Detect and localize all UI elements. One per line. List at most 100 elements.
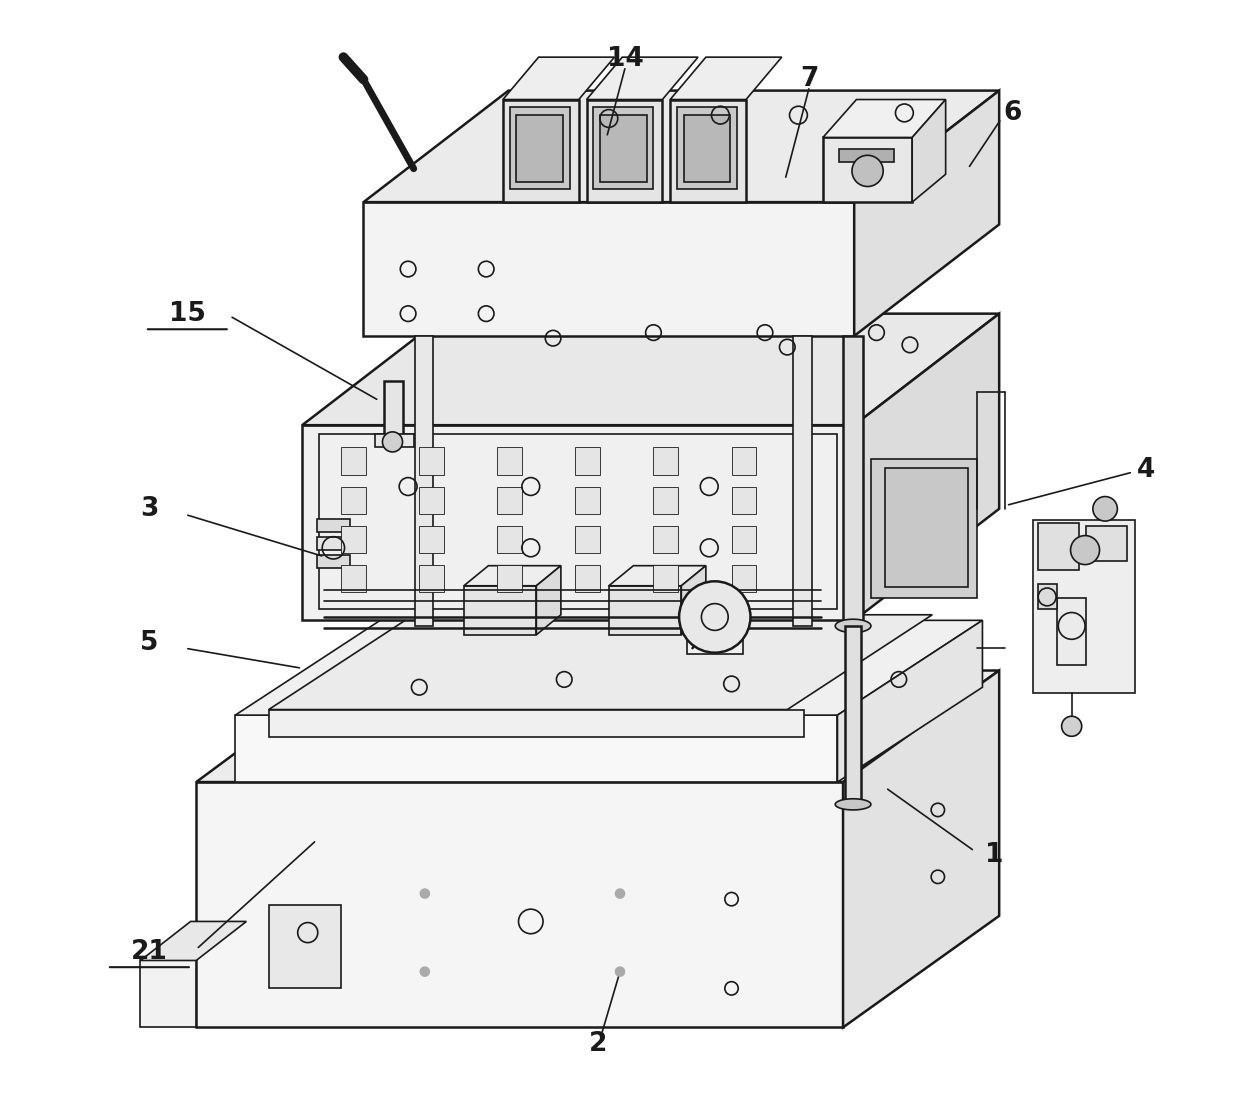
Polygon shape <box>837 620 982 783</box>
Polygon shape <box>823 138 913 202</box>
Polygon shape <box>609 566 706 586</box>
Bar <box>497 565 522 593</box>
Polygon shape <box>587 57 698 100</box>
Polygon shape <box>677 107 737 189</box>
Polygon shape <box>516 115 563 182</box>
Polygon shape <box>670 57 781 100</box>
Circle shape <box>615 889 625 898</box>
Bar <box>575 486 600 514</box>
Polygon shape <box>303 314 999 425</box>
Polygon shape <box>316 537 350 550</box>
Bar <box>497 447 522 475</box>
Text: 5: 5 <box>140 629 159 655</box>
Polygon shape <box>236 716 837 783</box>
Polygon shape <box>464 566 560 586</box>
Circle shape <box>420 889 429 898</box>
Text: 14: 14 <box>608 46 644 73</box>
Bar <box>653 447 678 475</box>
Polygon shape <box>363 91 999 202</box>
Polygon shape <box>600 115 647 182</box>
Polygon shape <box>363 202 854 335</box>
Bar <box>653 565 678 593</box>
Bar <box>419 565 444 593</box>
Polygon shape <box>587 100 662 202</box>
Polygon shape <box>1038 584 1058 609</box>
Bar <box>653 486 678 514</box>
Polygon shape <box>236 620 982 716</box>
Polygon shape <box>854 314 999 620</box>
Polygon shape <box>383 380 403 442</box>
Circle shape <box>1070 536 1100 565</box>
Polygon shape <box>140 960 196 1027</box>
Text: 1: 1 <box>986 842 1004 868</box>
Polygon shape <box>303 425 854 620</box>
Polygon shape <box>913 100 946 202</box>
Bar <box>575 525 600 553</box>
Polygon shape <box>1058 598 1086 665</box>
Polygon shape <box>1033 520 1136 693</box>
Circle shape <box>852 155 883 187</box>
Polygon shape <box>593 107 653 189</box>
Bar <box>497 525 522 553</box>
Polygon shape <box>1038 523 1080 570</box>
Polygon shape <box>792 335 812 626</box>
Bar <box>838 149 894 162</box>
Text: 15: 15 <box>169 301 206 326</box>
Circle shape <box>420 967 429 976</box>
Polygon shape <box>316 555 350 568</box>
Polygon shape <box>687 632 743 654</box>
Polygon shape <box>1086 525 1127 561</box>
Bar <box>269 904 341 988</box>
Polygon shape <box>464 586 537 635</box>
Polygon shape <box>836 619 870 633</box>
Bar <box>732 447 756 475</box>
Text: 2: 2 <box>589 1031 606 1058</box>
Text: 7: 7 <box>800 66 818 93</box>
Polygon shape <box>670 100 746 202</box>
Polygon shape <box>510 107 570 189</box>
Bar <box>419 525 444 553</box>
Bar <box>341 565 366 593</box>
Circle shape <box>1061 717 1081 737</box>
Polygon shape <box>503 100 579 202</box>
Bar <box>419 486 444 514</box>
Polygon shape <box>843 671 999 1027</box>
Polygon shape <box>316 519 350 532</box>
Bar <box>341 525 366 553</box>
Polygon shape <box>196 671 999 783</box>
Bar <box>497 486 522 514</box>
Circle shape <box>382 432 403 452</box>
Bar <box>419 447 444 475</box>
Circle shape <box>615 967 625 976</box>
Bar <box>341 486 366 514</box>
Polygon shape <box>823 100 946 138</box>
Polygon shape <box>140 921 247 960</box>
Polygon shape <box>846 626 861 804</box>
Polygon shape <box>609 586 681 635</box>
Polygon shape <box>843 335 863 626</box>
Polygon shape <box>854 91 999 335</box>
Bar <box>732 565 756 593</box>
Bar <box>341 447 366 475</box>
Text: 4: 4 <box>1137 457 1156 483</box>
Polygon shape <box>836 798 870 809</box>
Polygon shape <box>503 57 615 100</box>
Text: 6: 6 <box>1003 100 1022 126</box>
Polygon shape <box>269 710 804 738</box>
Bar <box>653 525 678 553</box>
Bar <box>732 486 756 514</box>
Text: 21: 21 <box>131 938 167 965</box>
Circle shape <box>1092 496 1117 521</box>
Polygon shape <box>415 335 433 626</box>
Polygon shape <box>681 566 706 635</box>
Polygon shape <box>683 115 730 182</box>
Circle shape <box>680 581 750 653</box>
Polygon shape <box>269 615 932 710</box>
Bar <box>575 565 600 593</box>
Polygon shape <box>870 458 977 598</box>
Polygon shape <box>196 783 843 1027</box>
Bar <box>575 447 600 475</box>
Polygon shape <box>537 566 560 635</box>
Bar <box>732 525 756 553</box>
Text: 3: 3 <box>140 495 159 522</box>
